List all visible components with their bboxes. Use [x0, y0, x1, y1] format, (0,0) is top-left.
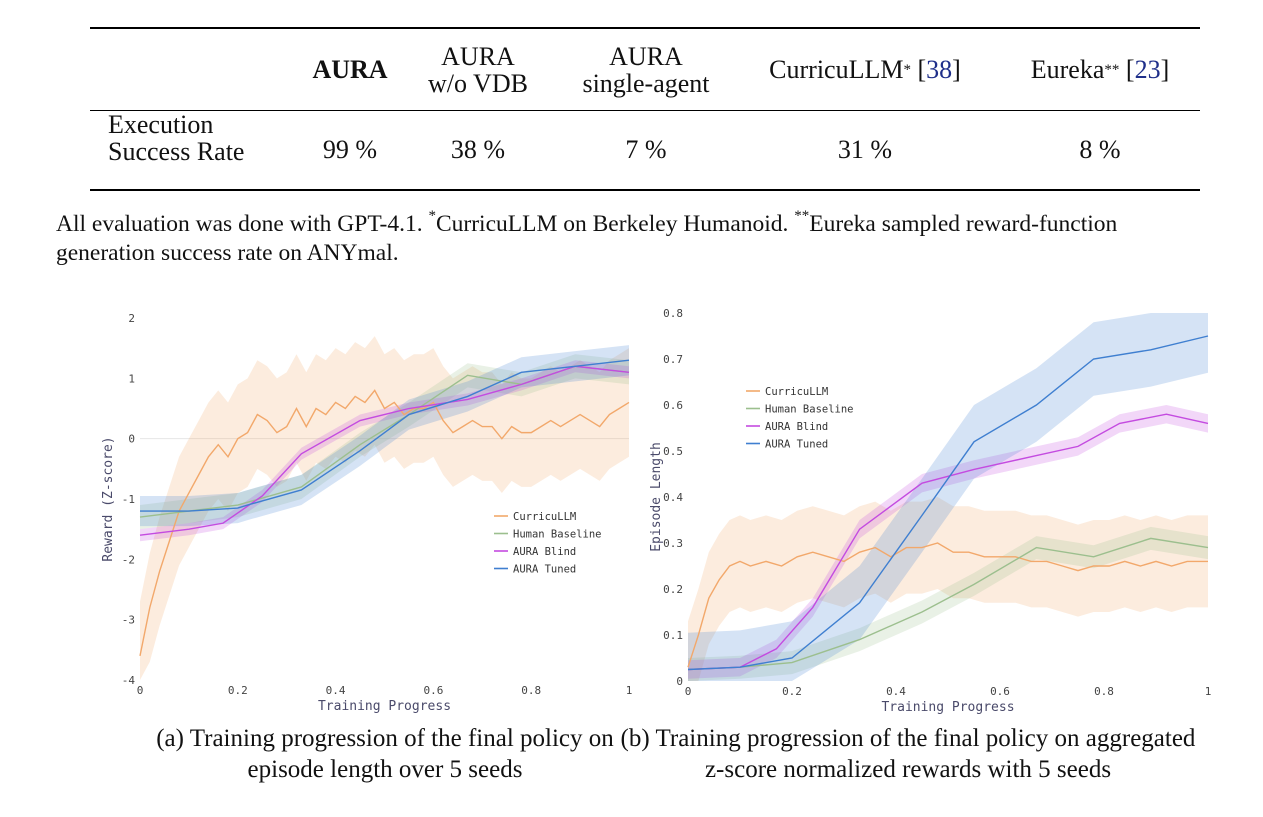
x-axis-title: Training Progress: [318, 699, 451, 714]
caption-a: (a) Training progression of the final po…: [156, 725, 614, 783]
y-tick-label: -3: [122, 614, 135, 627]
x-tick-label: 0.8: [1094, 685, 1114, 698]
value-eureka: 8 %: [1079, 135, 1121, 164]
y-tick-label: 0.4: [663, 491, 683, 504]
y-tick-label: 2: [128, 312, 135, 325]
x-tick-label: 0.2: [782, 685, 802, 698]
y-tick-label: 0.1: [663, 629, 683, 642]
x-tick-label: 0.2: [228, 684, 248, 697]
x-tick-label: 0: [137, 684, 144, 697]
series-line-human-baseline: [687, 537, 1209, 671]
header-aura-single-agent: AURA single-agent: [582, 41, 710, 98]
header-eureka: Eureka ** [23]: [1030, 54, 1170, 84]
chart-a-reward: 0 0.2 0.4 0.6 0.8 1 -4 -3 -2 -1 0 1 2 Training Progre…: [101, 312, 633, 714]
x-tick-label: 0.6: [423, 684, 443, 697]
x-tick-label: 0.6: [990, 685, 1010, 698]
series-line-aura-tuned: [140, 359, 630, 512]
table-top-rule: [90, 27, 1200, 29]
legend-label-aura-blind: AURA Blind: [765, 421, 828, 433]
y-tick-label: 0.7: [663, 353, 683, 366]
y-tick-label: -1: [122, 493, 135, 506]
y-tick-label: 0.2: [663, 583, 683, 596]
legend-label-human-baseline: Human Baseline: [765, 404, 854, 416]
series-line-aura-tuned: [687, 335, 1209, 671]
y-tick-label: 0.3: [663, 537, 683, 550]
y-tick-label: 0.6: [663, 399, 683, 412]
table-bottom-rule: [90, 189, 1200, 191]
header-curricullm: CurricuLLM * [38]: [769, 54, 961, 84]
chart-b-episode-length: 0 0.2 0.4 0.6 0.8 1 0 0.1 0.2 0.3 0.4 0.5 0.6 0.7 0.8 T…: [649, 307, 1212, 715]
y-tick-label: -2: [122, 553, 135, 566]
x-tick-label: 1: [626, 684, 633, 697]
table-note: All evaluation was done with GPT-4.1. *C…: [56, 208, 1118, 267]
x-tick-label: 0.4: [326, 684, 346, 697]
value-aura: 99 %: [322, 135, 378, 164]
y-tick-label: 0.5: [663, 445, 683, 458]
x-tick-label: 1: [1205, 685, 1212, 698]
series-line-curricullm: [139, 389, 630, 657]
y-tick-label: 0: [676, 675, 683, 688]
legend-label-human-baseline: Human Baseline: [513, 529, 602, 541]
x-tick-label: 0: [685, 685, 692, 698]
value-aura-single-agent: 7 %: [625, 135, 667, 164]
legend-label-aura-blind: AURA Blind: [513, 546, 576, 558]
y-tick-label: 1: [128, 372, 135, 385]
y-axis-title: Reward (Z-score): [101, 436, 116, 561]
series-line-curricullm: [687, 542, 1208, 668]
x-tick-label: 0.4: [886, 685, 906, 698]
band-curricullm: [140, 336, 629, 680]
x-axis-title: Training Progress: [881, 700, 1014, 715]
series-line-aura-blind: [139, 365, 630, 536]
y-axis-title: Episode Length: [649, 442, 664, 552]
x-tick-label: 0.8: [521, 684, 541, 697]
header-aura-wo-vdb: AURA w/o VDB: [428, 41, 528, 98]
table-row: Execution Success Rate 99 % 38 % 7 % 31 %…: [90, 111, 1200, 189]
band-human-baseline: [688, 526, 1208, 681]
table-mid-rule: [90, 110, 1200, 111]
header-aura: AURA: [312, 54, 388, 84]
y-tick-label: 0: [128, 433, 135, 446]
legend-label-aura-tuned: AURA Tuned: [513, 564, 576, 576]
y-tick-label: 0.8: [663, 307, 683, 320]
band-aura-tuned: [688, 313, 1208, 681]
table-header-row: AURA AURA w/o VDB AURA single-agent Curric…: [90, 29, 1200, 110]
value-curricullm: 31 %: [837, 135, 893, 164]
legend-label-curricullm: CurricuLLM: [765, 386, 828, 398]
row-label: Execution Success Rate: [108, 110, 245, 166]
value-aura-wo-vdb: 38 %: [450, 135, 506, 164]
caption-b: (b) Training progression of the final po…: [620, 725, 1196, 783]
y-tick-label: -4: [122, 674, 136, 687]
legend-label-aura-tuned: AURA Tuned: [765, 439, 828, 451]
results-table: AURA AURA w/o VDB AURA single-agent Curric…: [90, 27, 1200, 191]
band-aura-tuned: [140, 345, 629, 527]
legend-label-curricullm: CurricuLLM: [513, 511, 576, 523]
band-curricullm: [688, 497, 1208, 681]
series-line-aura-blind: [687, 413, 1209, 671]
